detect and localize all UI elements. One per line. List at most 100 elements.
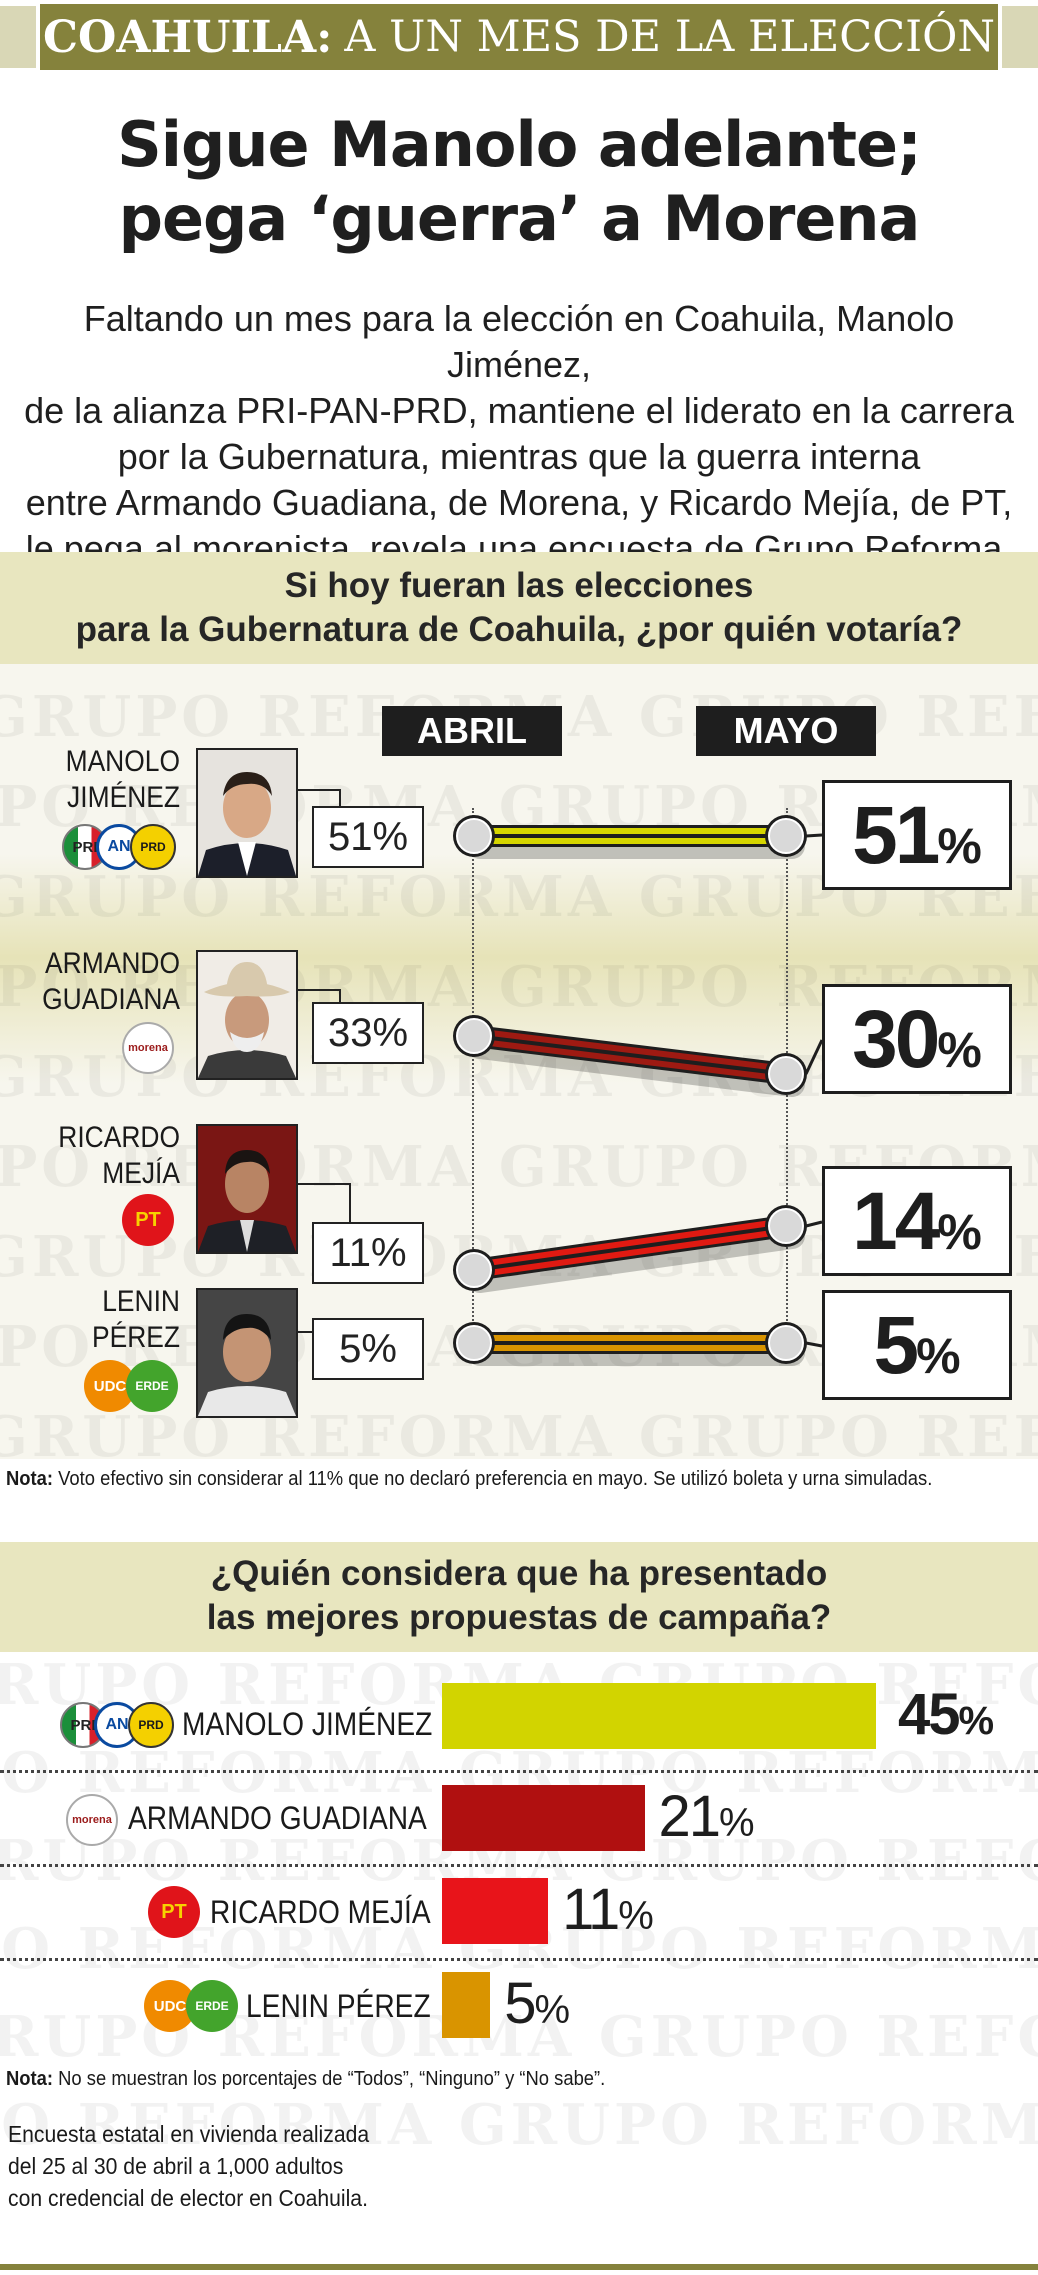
series-point (768, 818, 804, 854)
udc-logo-text: UDC (153, 1997, 187, 2015)
value-connector (805, 833, 823, 838)
candidate-photo-jimenez (196, 748, 298, 878)
candidate-name-line: JIMÉNEZ (67, 781, 180, 814)
bar-value-number: 21 (658, 1784, 721, 1849)
percent-sign: % (618, 1894, 654, 1938)
watermark: GRUPO REFORMA GRUPO REFORMA GRUPO REFORM… (0, 1404, 1038, 1459)
series-point (456, 1325, 492, 1361)
question-1-title: Si hoy fueran las elecciones para la Gub… (0, 552, 1038, 664)
headline: Sigue Manolo adelante; pega ‘guerra’ a M… (0, 108, 1038, 256)
candidate-name-perez: LENIN PÉREZ (22, 1284, 180, 1356)
bottom-rule (0, 2264, 1038, 2270)
candidate-name-line: RICARDO (58, 1121, 180, 1154)
series-line-center (473, 1224, 787, 1272)
pri-pan-prd-logo: PRI AN PRD (60, 1700, 176, 1752)
bar-value-label: 45% (898, 1681, 995, 1748)
percent-sign: % (937, 1022, 982, 1078)
note-text: No se muestran los porcentajes de “Todos… (58, 2068, 606, 2090)
candidate-name-line: ARMANDO (45, 947, 180, 980)
april-value-jimenez: 51% (312, 806, 424, 868)
april-value-mejia: 11% (312, 1222, 424, 1284)
pri-pan-prd-logo: PRI AN PRD (62, 822, 178, 874)
series-point (456, 1018, 492, 1054)
methodology-line: con credencial de elector en Coahuila. (8, 2185, 368, 2211)
udc-logo-text: UDC (93, 1377, 127, 1395)
row-separator (0, 1864, 1038, 1867)
candidate-photo-perez (196, 1288, 298, 1418)
may-value-number: 14 (852, 1176, 940, 1267)
headline-line-2: pega ‘guerra’ a Morena (118, 182, 921, 255)
percent-sign: % (937, 818, 982, 874)
april-value-guadiana: 33% (312, 1002, 424, 1064)
lede-line: Faltando un mes para la elección en Coah… (83, 298, 955, 385)
bar-label-mejia: RICARDO MEJÍA (210, 1894, 431, 1930)
may-value-number: 30 (852, 994, 940, 1085)
header-strip: COAHUILA: A UN MES DE LA ELECCIÓN (0, 0, 1038, 74)
prd-logo: PRD (130, 824, 176, 870)
header-decoration-right (1002, 6, 1038, 68)
bar-value-number: 45 (898, 1682, 960, 1747)
bar-label-guadiana: ARMANDO GUADIANA (128, 1800, 427, 1836)
morena-logo-text: morena (72, 1814, 112, 1826)
question-2-line-2: las mejores propuestas de campaña? (206, 1598, 832, 1637)
lede-line: entre Armando Guadiana, de Morena, y Ric… (25, 482, 1013, 523)
header-decoration-left (0, 6, 36, 68)
column-guide-abril (472, 808, 474, 1348)
percent-sign: % (916, 1328, 961, 1384)
column-header-abril: ABRIL (382, 706, 562, 756)
bar-1 (442, 1683, 876, 1749)
morena-logo: morena (66, 1794, 118, 1846)
value-connector (804, 1039, 824, 1075)
candidate-name-line: GUADIANA (42, 983, 180, 1016)
bar-value-label: 11% (562, 1876, 654, 1943)
candidate-name-mejia: RICARDO MEJÍA (22, 1120, 180, 1192)
verde-logo: ERDE (126, 1360, 178, 1412)
methodology-line: Encuesta estatal en vivienda realizada (8, 2121, 370, 2147)
connector-line (298, 989, 341, 1004)
section-banner: COAHUILA: A UN MES DE LA ELECCIÓN (40, 4, 998, 70)
udc-verde-logo: UDC ERDE (84, 1360, 180, 1412)
udc-logo: UDC (84, 1360, 136, 1412)
prd-logo-text: PRD (140, 840, 166, 854)
lede-line: de la alianza PRI-PAN-PRD, mantiene el l… (24, 390, 1014, 431)
survey-methodology: Encuesta estatal en vivienda realizada d… (8, 2118, 369, 2214)
pt-logo-text: PT (135, 1208, 161, 1231)
value-connector (805, 1220, 823, 1228)
question-1-line-2: para la Gubernatura de Coahuila, ¿por qu… (75, 610, 963, 649)
candidate-name-guadiana: ARMANDO GUADIANA (22, 946, 180, 1018)
methodology-line: del 25 al 30 de abril a 1,000 adultos (8, 2153, 344, 2179)
chart-2-note: Nota: No se muestran los porcentajes de … (6, 2068, 605, 2091)
bar-value-label: 5% (504, 1970, 570, 2037)
headline-line-1: Sigue Manolo adelante; (117, 108, 922, 181)
question-2-line-1: ¿Quién considera que ha presentado (210, 1554, 828, 1593)
morena-logo-text: morena (128, 1042, 168, 1054)
morena-logo: morena (122, 1022, 174, 1074)
verde-logo: ERDE (186, 1980, 238, 2032)
chart-1-note: Nota: Voto efectivo sin considerar al 11… (6, 1468, 932, 1491)
bar-label-jimenez: MANOLO JIMÉNEZ (182, 1706, 433, 1742)
may-value-perez: 5% (822, 1290, 1012, 1400)
prd-logo-text: PRD (138, 1718, 164, 1732)
watermark: GRUPO REFORMA GRUPO REFORMA GRUPO REFORM… (0, 2092, 1038, 2158)
note-text: Voto efectivo sin considerar al 11% que … (58, 1468, 933, 1490)
pan-logo-text: AN (105, 1716, 129, 1733)
series-point (768, 1325, 804, 1361)
candidate-name-line: LENIN (102, 1285, 180, 1318)
connector-line (298, 789, 341, 808)
series-point (456, 1252, 492, 1288)
april-value-perez: 5% (312, 1318, 424, 1380)
pt-logo: PT (122, 1194, 174, 1246)
column-header-mayo: MAYO (696, 706, 876, 756)
candidate-name-line: MANOLO (65, 745, 180, 778)
row-separator (0, 1770, 1038, 1773)
series-point (768, 1056, 804, 1092)
candidate-photo-guadiana (196, 950, 298, 1080)
may-value-jimenez: 51% (822, 780, 1012, 890)
verde-logo-text: ERDE (135, 1379, 169, 1393)
note-label: Nota: (6, 2068, 54, 2090)
candidate-name-line: MEJÍA (102, 1157, 180, 1190)
note-label: Nota: (6, 1468, 54, 1490)
connector-line (298, 1183, 351, 1222)
percent-sign: % (958, 1699, 995, 1743)
